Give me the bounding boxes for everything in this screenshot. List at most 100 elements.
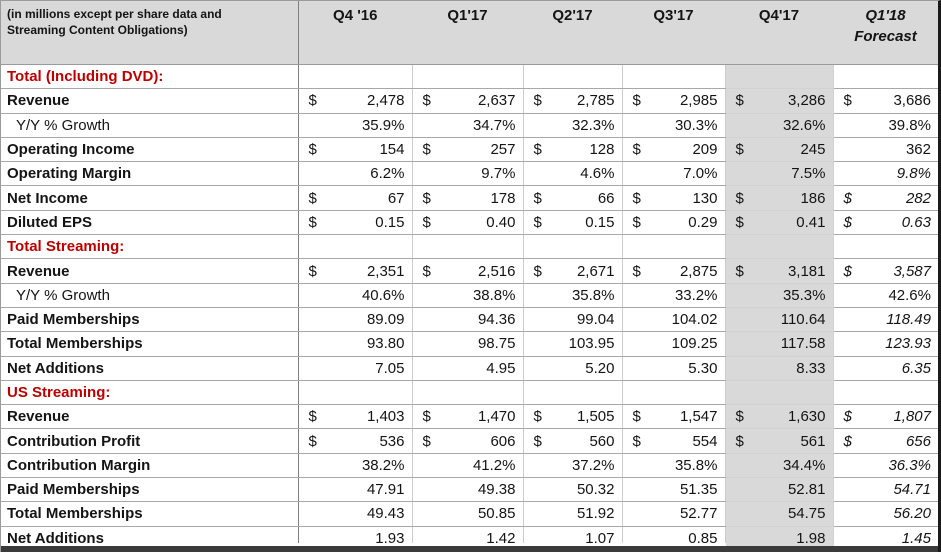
data-cell: 33.2%	[622, 283, 726, 308]
cell-value: 35.8%	[674, 456, 718, 474]
empty-cell	[298, 64, 413, 90]
currency-symbol: $	[735, 213, 744, 231]
data-cell: 50.85	[412, 501, 524, 527]
currency-symbol: $	[843, 189, 852, 207]
row-label: Operating Income	[1, 137, 299, 163]
data-cell: 7.0%	[622, 161, 726, 187]
data-cell: $0.41	[725, 210, 834, 236]
currency-symbol: $	[735, 189, 744, 207]
data-cell: $1,403	[298, 404, 413, 430]
table-row-paid-memberships: Paid Memberships 47.91 49.38 50.32 51.35 52.8…	[1, 477, 938, 503]
data-cell: $2,637	[412, 88, 524, 114]
cell-value: 33.2%	[674, 286, 718, 304]
cell-value: 4.95	[486, 359, 516, 377]
currency-symbol: $	[533, 408, 542, 426]
cell-value: 560	[589, 432, 615, 450]
data-cell: 35.8%	[622, 453, 726, 479]
data-cell: $154	[298, 137, 413, 163]
currency-symbol: $	[308, 213, 317, 231]
data-cell: $2,875	[622, 258, 726, 284]
cell-value: 54.75	[787, 505, 826, 523]
cell-value: 2,637	[477, 92, 516, 110]
cell-value: 117.58	[780, 335, 826, 353]
currency-symbol: $	[422, 92, 431, 110]
section-row-total-streaming: Total Streaming:	[1, 234, 938, 260]
table-row-operating-margin: Operating Margin 6.2% 9.7% 4.6% 7.0% 7.5% 9.8%	[1, 161, 938, 187]
row-label: Revenue	[1, 88, 299, 114]
row-label: Operating Margin	[1, 161, 299, 187]
empty-cell	[523, 380, 623, 406]
data-cell: $67	[298, 185, 413, 211]
cell-value: 30.3%	[674, 116, 718, 134]
row-label: Diluted EPS	[1, 210, 299, 236]
currency-symbol: $	[632, 213, 641, 231]
data-cell: $3,686	[833, 88, 938, 114]
cell-value: 2,875	[679, 262, 718, 280]
data-cell: 51.92	[523, 501, 623, 527]
currency-symbol: $	[308, 432, 317, 450]
data-cell: 6.2%	[298, 161, 413, 187]
data-cell: 99.04	[523, 307, 623, 333]
empty-cell	[622, 380, 726, 406]
cell-value: 98.75	[477, 335, 516, 353]
cell-value: 536	[379, 432, 405, 450]
data-cell: 35.9%	[298, 113, 413, 138]
cell-value: 93.80	[366, 335, 405, 353]
table-note-line1: (in millions except per share data and	[7, 7, 222, 21]
cell-value: 94.36	[477, 311, 516, 329]
cell-value: 51.92	[576, 505, 615, 523]
cell-value: 2,785	[576, 92, 615, 110]
cell-value: 2,516	[477, 262, 516, 280]
data-cell: $554	[622, 428, 726, 454]
column-header-q2-17: Q2'17	[523, 1, 622, 65]
data-cell: 4.95	[412, 356, 524, 381]
data-cell: 56.20	[833, 501, 938, 527]
column-label: Q1'17	[447, 7, 488, 24]
table-row-y-y-growth: Y/Y % Growth 40.6% 38.8% 35.8% 33.2% 35.3% 42.…	[1, 283, 938, 308]
data-cell: $3,587	[833, 258, 938, 284]
row-label: Y/Y % Growth	[1, 113, 299, 138]
cell-value: 50.85	[477, 505, 516, 523]
column-sublabel: Forecast	[854, 28, 917, 45]
currency-symbol: $	[422, 141, 431, 159]
cell-value: 1,807	[893, 408, 931, 426]
data-cell: 30.3%	[622, 113, 726, 138]
column-label: Q4'17	[758, 7, 800, 24]
row-label: Contribution Profit	[1, 428, 299, 454]
cell-value: 4.6%	[580, 165, 615, 183]
section-header: Total Streaming:	[1, 234, 299, 260]
cell-value: 67	[387, 189, 405, 207]
currency-symbol: $	[632, 141, 641, 159]
cell-value: 118.49	[886, 311, 931, 329]
data-cell: $1,505	[523, 404, 623, 430]
cell-value: 51.35	[679, 481, 718, 499]
table-row-total-memberships: Total Memberships 93.80 98.75 103.95 109.25 1…	[1, 331, 938, 357]
data-cell: 39.8%	[833, 113, 938, 138]
data-cell: 104.02	[622, 307, 726, 333]
data-cell: $0.15	[298, 210, 413, 236]
cell-value: 6.35	[901, 359, 931, 377]
cell-value: 99.04	[576, 311, 615, 329]
table-note: (in millions except per share data and S…	[1, 1, 299, 65]
cell-value: 32.6%	[782, 116, 826, 134]
data-cell: 47.91	[298, 477, 413, 503]
data-cell: 6.35	[833, 356, 938, 381]
cell-value: 0.63	[901, 213, 931, 231]
cell-value: 1.45	[901, 529, 931, 547]
currency-symbol: $	[533, 92, 542, 110]
cell-value: 47.91	[366, 481, 405, 499]
cell-value: 66	[597, 189, 615, 207]
currency-symbol: $	[308, 141, 317, 159]
table-row-net-income: Net Income $67 $178 $66 $130 $186 $282	[1, 185, 938, 211]
table-row-diluted-eps: Diluted EPS $0.15 $0.40 $0.15 $0.29 $0.41 $0.6…	[1, 210, 938, 236]
currency-symbol: $	[632, 408, 641, 426]
cell-value: 49.43	[366, 505, 405, 523]
empty-cell	[412, 64, 524, 90]
cell-value: 54.71	[893, 481, 931, 499]
empty-cell	[725, 64, 834, 90]
currency-symbol: $	[308, 262, 317, 280]
data-cell: 41.2%	[412, 453, 524, 479]
cell-value: 245	[800, 141, 826, 159]
table-row-revenue: Revenue $2,478 $2,637 $2,785 $2,985 $3,286 $3,…	[1, 88, 938, 114]
